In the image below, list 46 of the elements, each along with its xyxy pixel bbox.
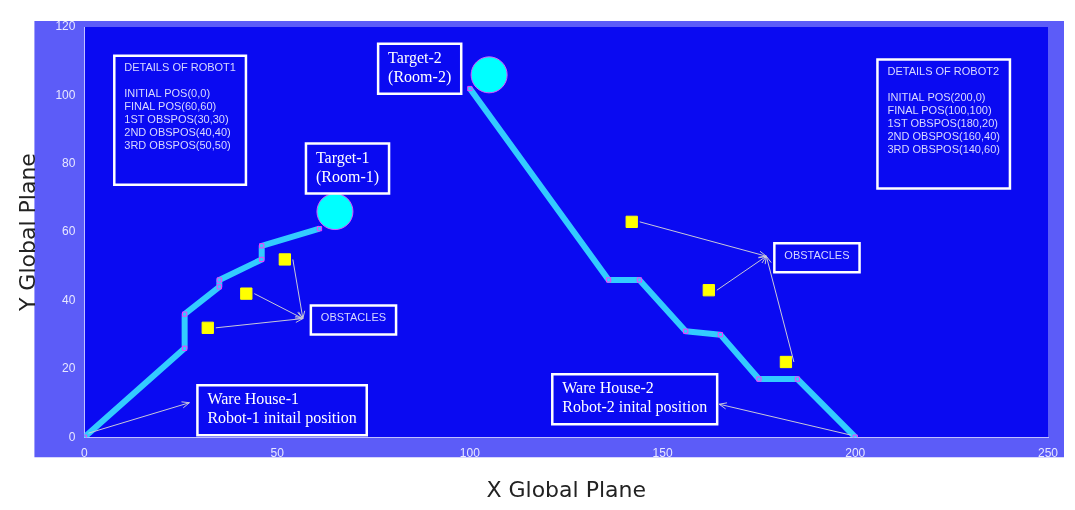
annotation: Ware House-2 Robot-2 inital position (562, 379, 708, 417)
x-tick-label: 0 (81, 445, 89, 460)
x-tick-label: 250 (1037, 445, 1059, 460)
text: DETAILS OF ROBOT1 INITIAL POS(0,0) FINAL POS(60,60) 1ST OBSPOS(30,30) 2ND OBSPOS(40,40) 3RD OBSPOS(50,50) (124, 61, 236, 152)
y-tick-label: 40 (62, 292, 76, 307)
point (259, 243, 265, 249)
x-axis-title: X Global Plane (486, 476, 646, 502)
y-axis-title: Y Global Plane (14, 153, 40, 313)
x-tick-label: 150 (652, 445, 673, 460)
point (182, 345, 188, 351)
text: DETAILS OF ROBOT2 INITIAL POS(200,0) FINAL POS(100,100) 1ST OBSPOS(180,20) 2ND OBSPOS(160,40) 3RD OBSPOS(140,60) (887, 64, 1000, 155)
point (794, 376, 801, 382)
y-tick-label: 60 (62, 224, 76, 239)
point (625, 215, 638, 228)
point (605, 277, 612, 283)
point (702, 284, 715, 297)
point (683, 328, 689, 334)
point (216, 284, 222, 290)
point (316, 193, 354, 231)
point (467, 85, 473, 92)
point (278, 253, 291, 266)
annotation: Target-2 (Room-2) (388, 49, 452, 87)
point (182, 311, 188, 317)
annotation: OBSTACLES (320, 311, 387, 324)
point (216, 277, 222, 283)
y-tick-label: 80 (62, 156, 76, 171)
point (259, 256, 265, 263)
y-tick-label: 120 (55, 19, 76, 34)
y-tick-label: 0 (68, 429, 76, 444)
annotation: Ware House-1 Robot-1 initail position (207, 390, 357, 428)
x-tick-label: 50 (270, 445, 285, 460)
point (240, 287, 253, 300)
annotation: Target-1 (Room-1) (315, 148, 380, 186)
point (316, 226, 323, 232)
point (636, 277, 643, 283)
point (201, 321, 214, 334)
x-tick-label: 100 (459, 445, 481, 460)
y-tick-label: 20 (62, 361, 76, 376)
x-tick-label: 200 (845, 445, 866, 460)
annotation: OBSTACLES (784, 248, 850, 261)
point (717, 332, 724, 338)
point (756, 376, 762, 382)
point (779, 355, 793, 369)
point (852, 434, 858, 438)
y-tick-label: 100 (55, 87, 76, 102)
point (470, 56, 508, 94)
